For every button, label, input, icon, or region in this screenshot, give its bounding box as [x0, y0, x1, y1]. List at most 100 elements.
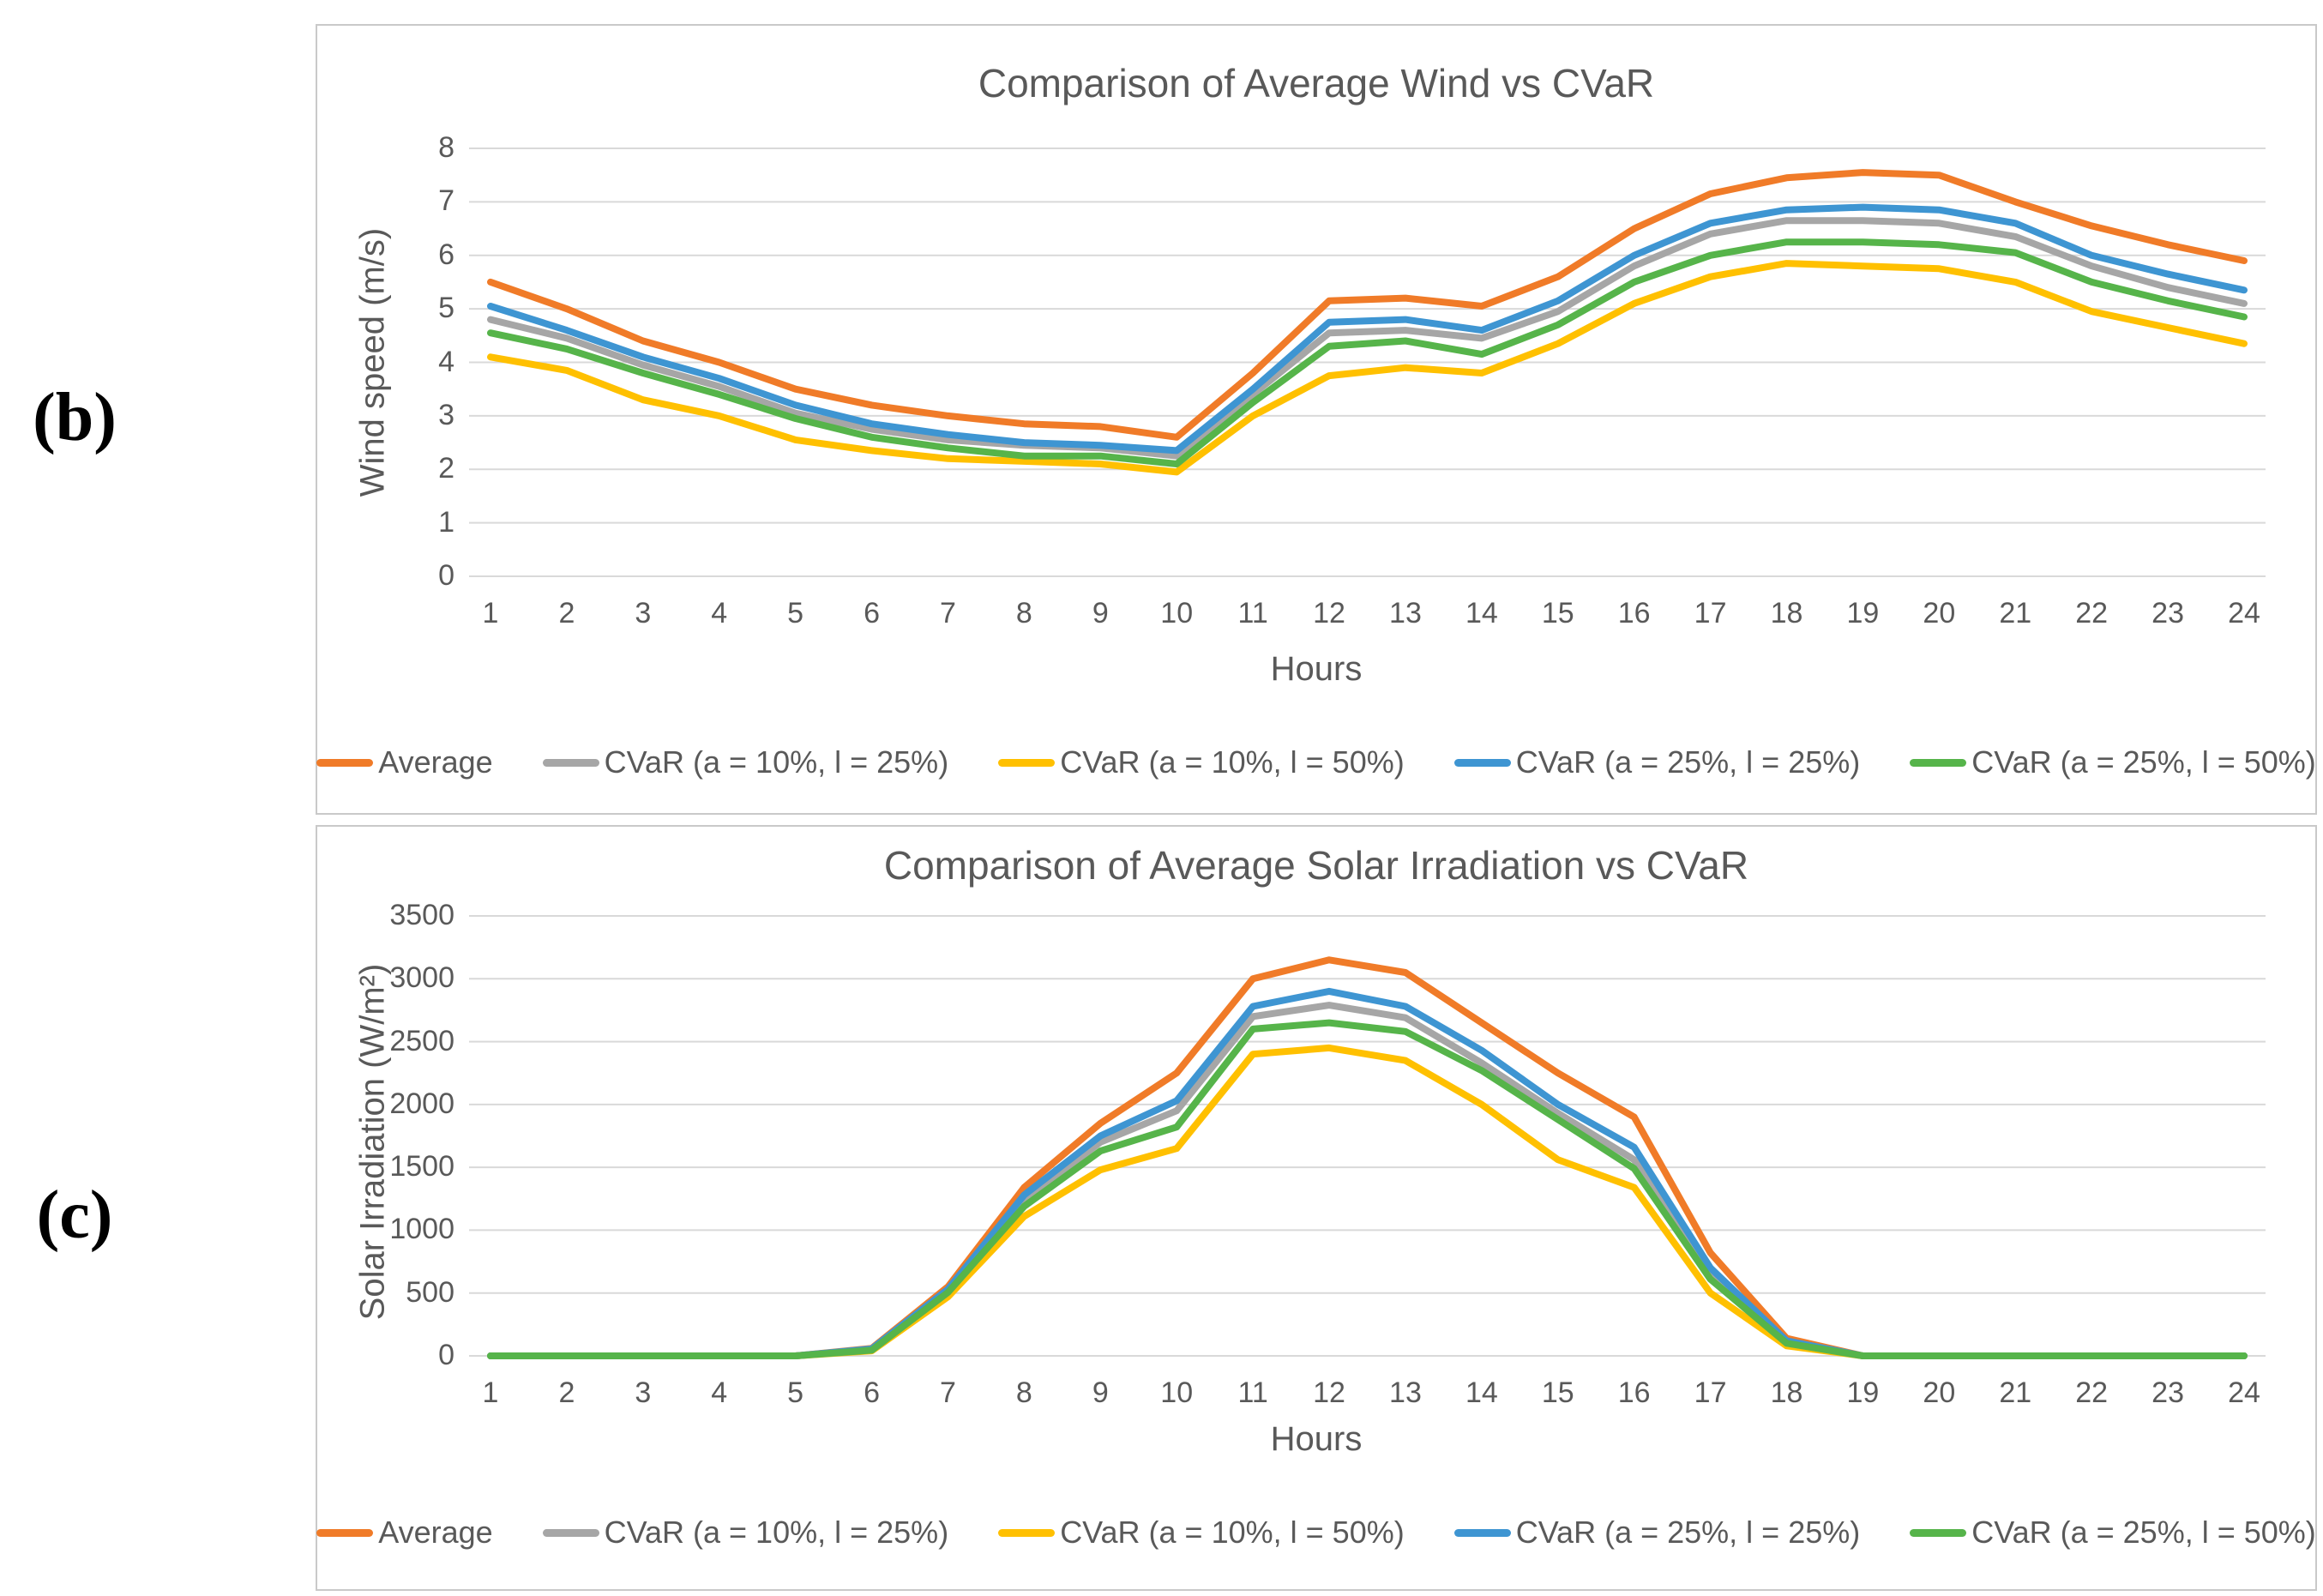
legend: Average CVaR (a = 10%, l = 25%) CVaR (a = … — [316, 1515, 2316, 1551]
y-tick-label: 3000 — [389, 961, 454, 995]
series-line — [487, 260, 2248, 476]
x-tick-label: 23 — [2151, 597, 2184, 629]
y-tick-label: 7 — [438, 184, 454, 218]
legend-swatch — [316, 1528, 374, 1537]
y-tick-label: 1500 — [389, 1150, 454, 1183]
x-tick-label: 6 — [864, 597, 881, 629]
x-tick-label: 23 — [2151, 1376, 2184, 1409]
legend-item: CVaR (a = 25%, l = 25%) — [1453, 744, 1861, 780]
legend-swatch — [1910, 758, 1967, 767]
x-tick-label: 20 — [1923, 1376, 1956, 1409]
legend-label: CVaR (a = 10%, l = 50%) — [1060, 1515, 1405, 1550]
x-tick-label: 5 — [787, 1376, 804, 1409]
x-tick-label: 9 — [1092, 1376, 1109, 1409]
x-tick-label: 19 — [1846, 597, 1880, 629]
y-tick-label: 2500 — [389, 1024, 454, 1057]
series-line — [487, 956, 2248, 1359]
y-tick-label: 5 — [438, 292, 454, 325]
series-line — [487, 1044, 2248, 1359]
legend: Average CVaR (a = 10%, l = 25%) CVaR (a = … — [316, 744, 2316, 780]
legend-swatch — [1453, 758, 1511, 767]
legend-swatch — [542, 758, 599, 767]
chart-title: Comparison of Average Wind vs CVaR — [978, 61, 1655, 105]
legend-label: CVaR (a = 25%, l = 50%) — [1971, 744, 2316, 780]
y-tick-label: 2000 — [389, 1087, 454, 1120]
legend-item: CVaR (a = 10%, l = 25%) — [542, 1515, 949, 1551]
x-tick-label: 22 — [2075, 597, 2109, 629]
x-tick-label: 19 — [1846, 1376, 1880, 1409]
y-tick-label: 3 — [438, 398, 454, 431]
x-tick-label: 14 — [1465, 1376, 1498, 1409]
y-tick-label: 0 — [438, 559, 454, 592]
legend-swatch — [542, 1528, 599, 1537]
legend-swatch — [316, 758, 374, 767]
x-tick-label: 7 — [940, 1376, 956, 1409]
x-tick-label: 20 — [1923, 597, 1956, 629]
legend-item: CVaR (a = 10%, l = 50%) — [998, 1515, 1405, 1551]
x-tick-label: 10 — [1160, 1376, 1194, 1409]
x-tick-label: 1 — [482, 1376, 499, 1409]
legend-label: CVaR (a = 10%, l = 50%) — [1060, 744, 1405, 780]
x-tick-label: 17 — [1694, 1376, 1727, 1409]
series-line — [487, 238, 2248, 467]
x-tick-label: 16 — [1617, 1376, 1651, 1409]
legend-label: CVaR (a = 10%, l = 25%) — [604, 744, 949, 780]
series-line — [487, 203, 2248, 455]
x-tick-label: 15 — [1541, 597, 1574, 629]
legend-item: CVaR (a = 25%, l = 25%) — [1453, 1515, 1861, 1551]
x-axis-title: Hours — [1270, 1420, 1363, 1458]
wind-chart-panel: Comparison of Average Wind vs CVaR Wind … — [316, 24, 2317, 815]
x-tick-label: 2 — [558, 1376, 575, 1409]
x-tick-label: 12 — [1313, 597, 1345, 629]
x-tick-label: 1 — [482, 597, 499, 629]
y-axis-title: Solar Irradiation (W/m²) — [353, 963, 392, 1321]
x-tick-label: 2 — [558, 597, 575, 629]
legend-item: CVaR (a = 25%, l = 50%) — [1910, 1515, 2316, 1551]
legend-item: CVaR (a = 10%, l = 25%) — [542, 744, 949, 780]
x-tick-label: 6 — [864, 1376, 881, 1409]
x-tick-label: 3 — [635, 597, 652, 629]
series-line — [487, 1019, 2248, 1359]
y-tick-label: 4 — [438, 345, 454, 378]
x-tick-label: 13 — [1389, 1376, 1422, 1409]
legend-label: CVaR (a = 25%, l = 50%) — [1971, 1515, 2316, 1550]
legend-label: CVaR (a = 25%, l = 25%) — [1515, 1515, 1861, 1550]
y-tick-label: 2 — [438, 452, 454, 485]
legend-label: CVaR (a = 10%, l = 25%) — [604, 1515, 949, 1550]
legend-swatch — [1453, 1528, 1511, 1537]
legend-swatch — [998, 1528, 1056, 1537]
y-tick-label: 8 — [438, 131, 454, 164]
y-tick-label: 500 — [406, 1275, 454, 1309]
series-line — [487, 1002, 2248, 1359]
subfigure-label-c: (c) — [36, 1177, 113, 1253]
y-tick-label: 1 — [438, 505, 454, 539]
x-tick-label: 7 — [940, 597, 956, 629]
legend-swatch — [998, 758, 1056, 767]
series-line — [487, 987, 2248, 1359]
x-tick-label: 21 — [1999, 1376, 2032, 1409]
y-tick-label: 0 — [438, 1339, 454, 1371]
x-tick-label: 10 — [1160, 597, 1194, 629]
x-tick-label: 21 — [1999, 597, 2032, 629]
x-tick-label: 5 — [787, 597, 804, 629]
legend-label: CVaR (a = 25%, l = 25%) — [1515, 744, 1861, 780]
x-tick-label: 11 — [1237, 1376, 1268, 1409]
y-tick-label: 3500 — [389, 899, 454, 931]
x-tick-label: 3 — [635, 1376, 652, 1409]
chart-title: Comparison of Average Solar Irradiation … — [883, 843, 1749, 888]
y-tick-label: 6 — [438, 238, 454, 271]
solar-chart-panel: Comparison of Average Solar Irradiation … — [316, 825, 2317, 1591]
y-tick-label: 1000 — [389, 1213, 454, 1246]
x-tick-label: 22 — [2075, 1376, 2109, 1409]
x-tick-label: 14 — [1465, 597, 1498, 629]
legend-label: Average — [378, 744, 493, 780]
series-line — [487, 169, 2248, 441]
x-tick-label: 13 — [1389, 597, 1422, 629]
x-tick-label: 8 — [1015, 1376, 1032, 1409]
x-tick-label: 18 — [1770, 1376, 1803, 1409]
x-tick-label: 24 — [2228, 1376, 2260, 1409]
x-tick-label: 4 — [711, 1376, 728, 1409]
wind-line-plot — [469, 148, 2266, 577]
solar-line-plot — [469, 915, 2266, 1359]
